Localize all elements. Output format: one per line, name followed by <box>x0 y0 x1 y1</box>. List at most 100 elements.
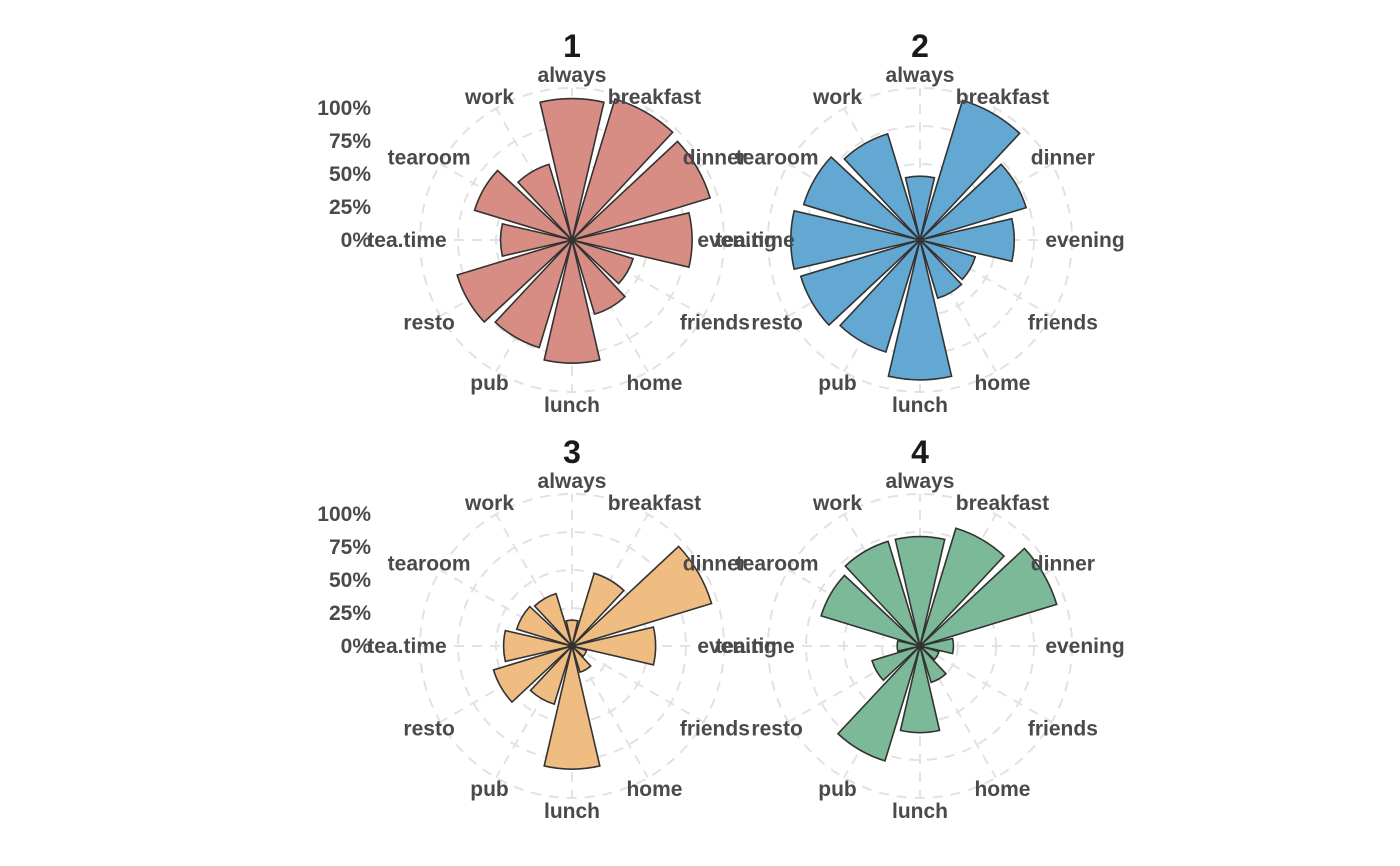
radial-tick-label: 75% <box>329 130 371 153</box>
category-label-resto: resto <box>751 312 802 335</box>
bar-breakfast <box>919 99 1021 241</box>
category-label-work: work <box>812 86 862 109</box>
category-label-resto: resto <box>751 718 802 741</box>
bar-work <box>844 540 921 647</box>
bar-always <box>894 535 946 647</box>
category-label-always: always <box>886 64 955 87</box>
bar-home <box>919 645 948 684</box>
radial-tick-label: 0% <box>341 635 372 658</box>
bar-breakfast <box>919 527 1006 647</box>
radial-tick-label: 50% <box>329 163 371 186</box>
bar-pub <box>494 239 573 349</box>
radial-tick-label: 100% <box>317 503 371 526</box>
bar-friends <box>571 239 635 285</box>
bar-tearoom <box>473 169 573 241</box>
bar-tea.time <box>502 629 573 663</box>
bar-dinner <box>919 547 1058 647</box>
category-label-tearoom: tearoom <box>388 553 471 576</box>
category-label-lunch: lunch <box>544 394 600 417</box>
bar-work <box>533 592 573 647</box>
panel-title: 2 <box>911 28 929 64</box>
bar-always <box>904 175 936 241</box>
category-label-friends: friends <box>680 718 750 741</box>
panel-title: 4 <box>911 434 929 470</box>
grid-spoke <box>571 645 705 723</box>
bar-lunch <box>543 239 601 364</box>
category-label-always: always <box>538 470 607 493</box>
radial-tick-label: 50% <box>329 569 371 592</box>
bar-breakfast <box>571 97 674 241</box>
category-label-lunch: lunch <box>892 394 948 417</box>
bar-dinner <box>919 163 1028 241</box>
category-label-tea.time: tea.time <box>367 229 446 252</box>
category-label-work: work <box>464 86 514 109</box>
bar-home <box>571 239 627 316</box>
radial-tick-label: 75% <box>329 536 371 559</box>
category-label-evening: evening <box>1045 229 1124 252</box>
bar-resto <box>492 645 573 704</box>
bar-tea.time <box>790 209 921 271</box>
category-label-friends: friends <box>1028 312 1098 335</box>
bar-always <box>565 619 579 647</box>
category-label-breakfast: breakfast <box>956 86 1049 109</box>
category-label-always: always <box>886 470 955 493</box>
bar-home <box>571 645 592 674</box>
bar-lunch <box>543 645 601 770</box>
category-label-home: home <box>626 372 682 395</box>
category-label-evening: evening <box>1045 635 1124 658</box>
bar-evening <box>919 637 955 655</box>
bar-home <box>919 239 963 300</box>
bar-pub <box>529 645 573 706</box>
bar-resto <box>799 239 921 327</box>
category-label-friends: friends <box>1028 718 1098 741</box>
category-label-tea.time: tea.time <box>715 635 794 658</box>
category-label-pub: pub <box>818 372 856 395</box>
category-label-tea.time: tea.time <box>715 229 794 252</box>
category-label-home: home <box>974 778 1030 801</box>
bar-tea.time <box>499 222 573 258</box>
bar-lunch <box>899 645 941 734</box>
bar-tearoom <box>802 155 921 241</box>
category-label-work: work <box>464 492 514 515</box>
category-label-resto: resto <box>403 718 454 741</box>
bar-resto <box>456 239 573 324</box>
category-label-resto: resto <box>403 312 454 335</box>
category-label-tearoom: tearoom <box>736 147 819 170</box>
radial-tick-label: 0% <box>341 229 372 252</box>
category-label-pub: pub <box>470 778 508 801</box>
category-label-pub: pub <box>470 372 508 395</box>
category-label-dinner: dinner <box>1031 147 1095 170</box>
bar-evening <box>571 626 657 666</box>
panel-title: 3 <box>563 434 581 470</box>
category-label-work: work <box>812 492 862 515</box>
panel-title: 1 <box>563 28 581 64</box>
bar-dinner <box>571 140 712 241</box>
bar-always <box>539 97 605 241</box>
category-label-breakfast: breakfast <box>608 492 701 515</box>
bar-lunch <box>887 239 953 381</box>
radial-tick-label: 100% <box>317 97 371 120</box>
bar-evening <box>571 211 693 269</box>
category-label-tea.time: tea.time <box>367 635 446 658</box>
category-label-friends: friends <box>680 312 750 335</box>
bar-work <box>843 132 921 241</box>
category-label-dinner: dinner <box>683 553 747 576</box>
category-label-dinner: dinner <box>1031 553 1095 576</box>
category-label-evening: evening <box>697 635 776 658</box>
bar-breakfast <box>571 572 626 647</box>
category-label-evening: evening <box>697 229 776 252</box>
category-label-tearoom: tearoom <box>388 147 471 170</box>
category-label-home: home <box>974 372 1030 395</box>
bar-work <box>516 163 573 241</box>
category-label-home: home <box>626 778 682 801</box>
category-label-dinner: dinner <box>683 147 747 170</box>
bar-friends <box>919 239 977 281</box>
category-label-pub: pub <box>818 778 856 801</box>
bar-tea.time <box>896 639 921 653</box>
category-label-lunch: lunch <box>892 800 948 823</box>
category-label-tearoom: tearoom <box>736 553 819 576</box>
bar-pub <box>838 239 921 353</box>
grid-spoke <box>919 645 1053 723</box>
